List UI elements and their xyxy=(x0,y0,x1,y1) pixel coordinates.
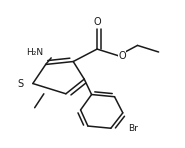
Text: Br: Br xyxy=(128,124,138,133)
Text: H₂N: H₂N xyxy=(26,48,43,57)
Text: S: S xyxy=(17,79,23,89)
Text: O: O xyxy=(93,17,101,27)
Text: O: O xyxy=(118,51,126,61)
